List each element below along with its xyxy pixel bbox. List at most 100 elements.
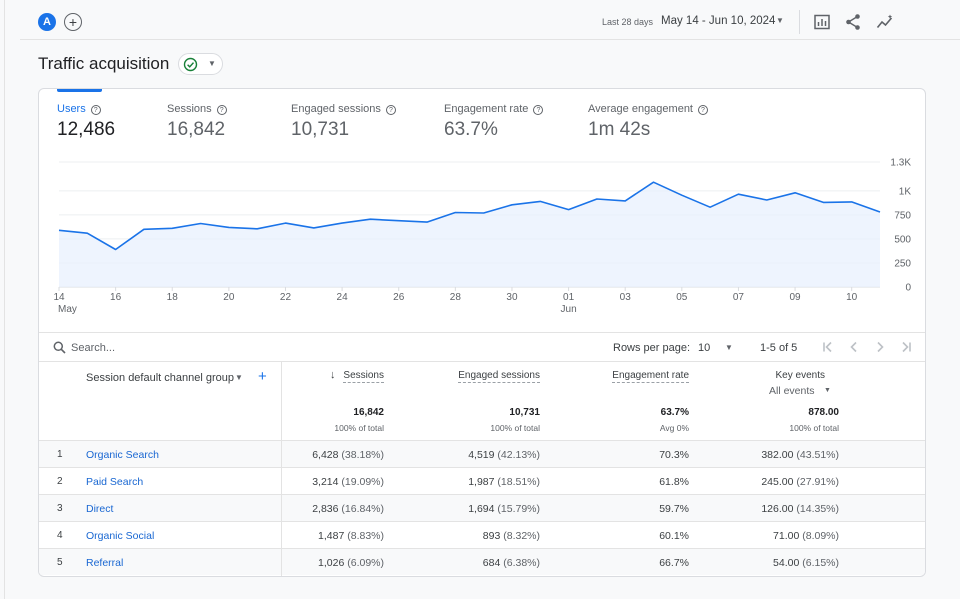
cell-key-events: 126.00 (14.35%) [761,503,839,515]
insights-icon[interactable] [876,13,894,31]
report-status-chip[interactable]: ▼ [178,53,223,75]
metric-tab-average-engagement[interactable]: Average engagement? 1m 42s [588,103,708,141]
last-page-icon[interactable] [899,340,913,354]
chevron-down-icon: ▼ [208,59,216,68]
top-bar: A + Last 28 days May 14 - Jun 10, 2024 ▼ [20,0,960,40]
add-dimension-icon[interactable]: + [258,368,267,385]
previous-page-icon[interactable] [847,340,861,354]
x-tick-label: 05 [676,292,688,303]
chevron-down-icon[interactable]: ▼ [776,16,784,25]
cell-engagement-rate: 70.3% [659,449,689,461]
table-row: 3 Direct 2,836 (16.84%) 1,694 (15.79%) 5… [39,494,925,521]
channel-link[interactable]: Organic Social [86,530,155,542]
users-line [58,181,881,251]
column-header-engagement-rate[interactable]: Engagement rate [612,370,689,383]
metric-label: Average engagement [588,103,693,115]
sort-descending-icon[interactable]: ↓ [330,369,336,381]
metric-value: 10,731 [291,119,350,140]
total-key-events: 878.00 [808,407,839,418]
y-tick-label: 250 [894,258,911,269]
cell-engaged-sessions: 1,694 (15.79%) [468,503,540,515]
table-header: Session default channel group ▼ + ↓ Sess… [39,361,925,440]
total-engagement-rate-sub: Avg 0% [659,423,689,433]
key-events-filter[interactable]: All events [769,385,815,397]
chevron-down-icon[interactable]: ▼ [824,387,831,394]
column-header-engaged-sessions[interactable]: Engaged sessions [458,370,540,383]
x-tick-label: 26 [393,292,405,303]
metric-value: 1m 42s [588,119,651,140]
cell-sessions: 3,214 (19.09%) [312,476,384,488]
column-header-sessions[interactable]: Sessions [343,370,384,383]
help-icon[interactable]: ? [216,105,227,115]
divider [799,10,800,34]
metric-tab-sessions[interactable]: Sessions? 16,842 [167,103,227,141]
channel-link[interactable]: Direct [86,503,114,515]
chevron-down-icon[interactable]: ▼ [725,343,733,352]
avatar[interactable]: A [38,13,56,31]
first-page-icon[interactable] [821,340,835,354]
cell-engagement-rate: 66.7% [659,557,689,569]
add-comparison-button[interactable]: + [64,13,82,31]
x-tick-label: 16 [110,292,122,303]
dimension-header[interactable]: Session default channel group [86,372,234,384]
x-tick-label: 14 [53,292,65,303]
help-icon[interactable]: ? [385,105,396,115]
search-input[interactable] [71,339,271,357]
help-icon[interactable]: ? [90,105,101,115]
row-index: 5 [57,557,63,568]
total-key-events-sub: 100% of total [789,423,839,433]
cell-engagement-rate: 59.7% [659,503,689,515]
channel-link[interactable]: Paid Search [86,476,144,488]
column-header-key-events[interactable]: Key events [775,370,825,381]
total-sessions-sub: 100% of total [334,423,384,433]
help-icon[interactable]: ? [698,105,708,115]
rows-per-page-select[interactable]: 10 [698,342,711,354]
table-row: 4 Organic Social 1,487 (8.83%) 893 (8.32… [39,521,925,548]
table-row: 2 Paid Search 3,214 (19.09%) 1,987 (18.5… [39,467,925,494]
cell-sessions: 1,026 (6.09%) [318,557,384,569]
cell-sessions: 6,428 (38.18%) [312,449,384,461]
window-edge [4,0,5,599]
page-title: Traffic acquisition [38,54,170,73]
cell-engaged-sessions: 1,987 (18.51%) [468,476,540,488]
x-month-label: Jun [561,304,577,315]
column-divider [281,361,282,576]
channel-link[interactable]: Organic Search [86,449,159,461]
channel-link[interactable]: Referral [86,557,124,569]
y-tick-label: 750 [894,210,911,221]
x-tick-label: 07 [733,292,745,303]
cell-engaged-sessions: 893 (8.32%) [482,530,540,542]
row-index: 1 [57,449,63,460]
cell-key-events: 71.00 (8.09%) [773,530,839,542]
metric-tab-engaged-sessions[interactable]: Engaged sessions? 10,731 [291,103,396,141]
metric-value: 12,486 [57,119,116,140]
metric-value: 16,842 [167,119,226,140]
total-engaged-sessions-sub: 100% of total [490,423,540,433]
y-tick-label: 1K [899,186,912,197]
check-circle-icon [183,57,198,72]
y-tick-label: 1.3K [890,158,911,169]
share-icon[interactable] [844,13,862,31]
users-area [59,182,880,287]
pagination-info: 1-5 of 5 [760,342,798,354]
table-row: 1 Organic Search 6,428 (38.18%) 4,519 (4… [39,440,925,467]
total-engaged-sessions: 10,731 [509,407,540,418]
x-tick-label: 20 [223,292,235,303]
metric-label: Engaged sessions [291,103,381,115]
x-tick-label: 24 [337,292,349,303]
active-metric-indicator [57,89,102,92]
chevron-down-icon[interactable]: ▼ [235,373,243,382]
customize-report-icon[interactable] [813,13,831,31]
help-icon[interactable]: ? [533,105,544,115]
x-tick-label: 22 [280,292,292,303]
metric-tab-engagement-rate[interactable]: Engagement rate? 63.7% [444,103,544,141]
next-page-icon[interactable] [873,340,887,354]
date-range-picker[interactable]: May 14 - Jun 10, 2024 [661,15,776,27]
x-tick-label: 28 [450,292,462,303]
rows-per-page-label: Rows per page: [613,342,691,354]
cell-engaged-sessions: 4,519 (42.13%) [468,449,540,461]
metric-label: Sessions [167,103,212,115]
search-icon [53,341,66,354]
report-card: Users? 12,486 Sessions? 16,842 Engaged s… [38,88,926,577]
metric-tab-users[interactable]: Users? 12,486 [57,103,115,141]
